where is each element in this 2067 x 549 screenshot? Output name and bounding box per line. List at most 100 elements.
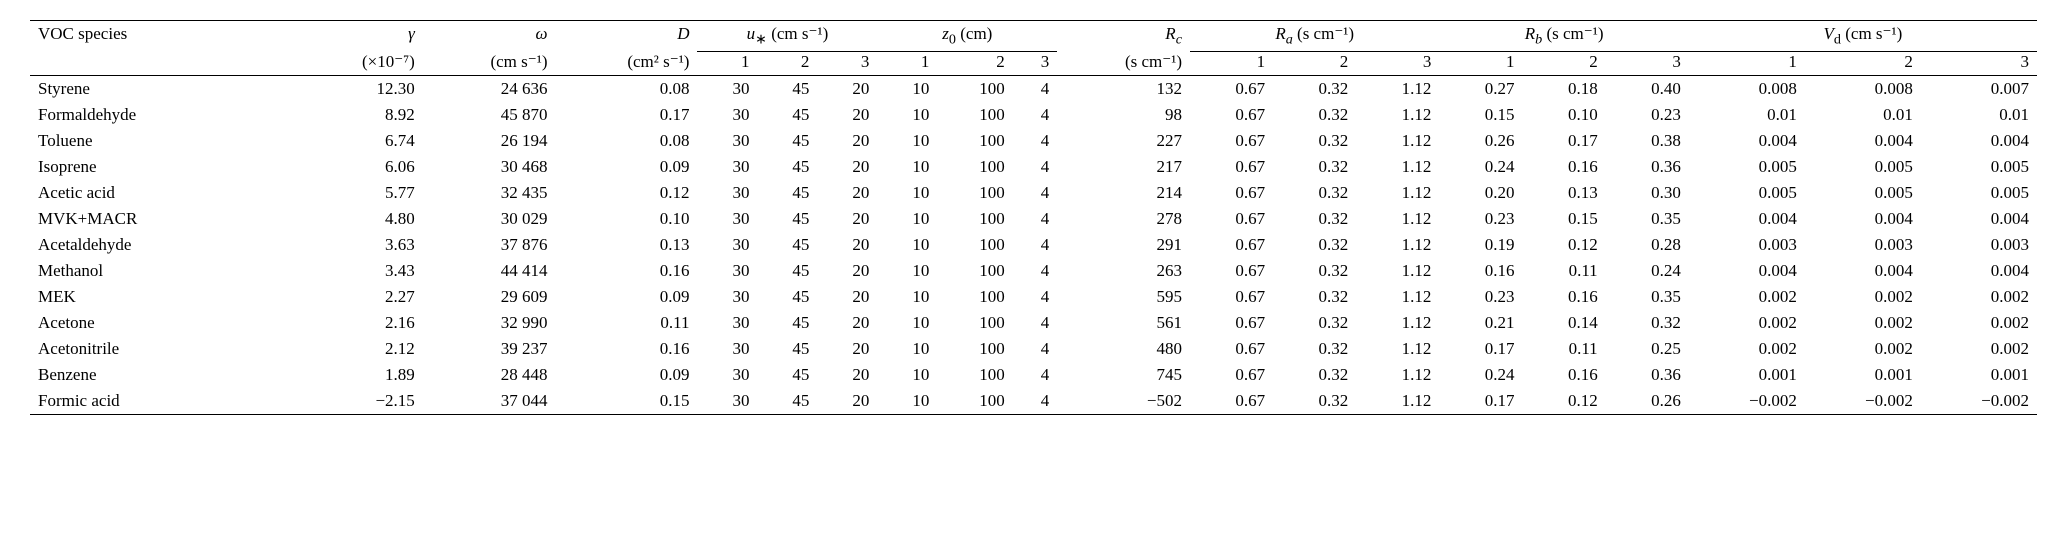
table-row: Acetaldehyde3.6337 8760.1330452010100429… xyxy=(30,232,2037,258)
cell-u3: 20 xyxy=(817,258,877,284)
cell-Ra3: 1.12 xyxy=(1356,232,1439,258)
unit-d: (cm² s⁻¹) xyxy=(556,52,698,76)
table-row: Formaldehyde8.9245 8700.1730452010100498… xyxy=(30,102,2037,128)
cell-Rb1: 0.23 xyxy=(1439,206,1522,232)
cell-Vd1: 0.005 xyxy=(1689,180,1805,206)
col-vd: Vd (cm s⁻¹) xyxy=(1689,21,2037,52)
cell-Vd3: 0.007 xyxy=(1921,76,2037,103)
cell-Ra3: 1.12 xyxy=(1356,128,1439,154)
sub-rb2: 2 xyxy=(1523,52,1606,76)
cell-gamma: 8.92 xyxy=(298,102,423,128)
cell-omega: 30 468 xyxy=(423,154,556,180)
sub-ra3: 3 xyxy=(1356,52,1439,76)
cell-u2: 45 xyxy=(757,232,817,258)
cell-Ra2: 0.32 xyxy=(1273,258,1356,284)
cell-Rb1: 0.15 xyxy=(1439,102,1522,128)
cell-u3: 20 xyxy=(817,154,877,180)
cell-Rc: 291 xyxy=(1057,232,1190,258)
cell-Rb1: 0.16 xyxy=(1439,258,1522,284)
cell-gamma: 4.80 xyxy=(298,206,423,232)
cell-z1: 10 xyxy=(877,102,937,128)
cell-omega: 44 414 xyxy=(423,258,556,284)
cell-D: 0.09 xyxy=(556,154,698,180)
cell-Ra1: 0.67 xyxy=(1190,102,1273,128)
cell-D: 0.16 xyxy=(556,336,698,362)
sub-vd1: 1 xyxy=(1689,52,1805,76)
cell-gamma: 12.30 xyxy=(298,76,423,103)
cell-u3: 20 xyxy=(817,102,877,128)
cell-u3: 20 xyxy=(817,232,877,258)
cell-Rb3: 0.25 xyxy=(1606,336,1689,362)
unit-omega: (cm s⁻¹) xyxy=(423,52,556,76)
cell-z3: 4 xyxy=(1013,388,1058,415)
table-row: MEK2.2729 6090.093045201010045950.670.32… xyxy=(30,284,2037,310)
cell-Rc: −502 xyxy=(1057,388,1190,415)
cell-Rb2: 0.10 xyxy=(1523,102,1606,128)
cell-Ra2: 0.32 xyxy=(1273,206,1356,232)
sub-rb1: 1 xyxy=(1439,52,1522,76)
cell-u3: 20 xyxy=(817,362,877,388)
cell-z3: 4 xyxy=(1013,284,1058,310)
cell-z1: 10 xyxy=(877,284,937,310)
cell-z1: 10 xyxy=(877,206,937,232)
cell-Ra2: 0.32 xyxy=(1273,336,1356,362)
cell-Vd3: 0.003 xyxy=(1921,232,2037,258)
cell-gamma: 6.06 xyxy=(298,154,423,180)
cell-z1: 10 xyxy=(877,388,937,415)
col-voc-species: VOC species xyxy=(30,21,298,76)
cell-u1: 30 xyxy=(697,388,757,415)
cell-Rb2: 0.13 xyxy=(1523,180,1606,206)
cell-u1: 30 xyxy=(697,206,757,232)
cell-Vd2: 0.003 xyxy=(1805,232,1921,258)
cell-Vd3: 0.002 xyxy=(1921,284,2037,310)
cell-u2: 45 xyxy=(757,258,817,284)
col-rc: Rc xyxy=(1057,21,1190,52)
cell-Ra3: 1.12 xyxy=(1356,362,1439,388)
cell-Vd2: 0.008 xyxy=(1805,76,1921,103)
table-row: MVK+MACR4.8030 0290.103045201010042780.6… xyxy=(30,206,2037,232)
cell-Ra1: 0.67 xyxy=(1190,76,1273,103)
cell-species: Acetone xyxy=(30,310,298,336)
cell-Rb1: 0.23 xyxy=(1439,284,1522,310)
cell-u3: 20 xyxy=(817,336,877,362)
cell-u2: 45 xyxy=(757,154,817,180)
cell-Ra2: 0.32 xyxy=(1273,102,1356,128)
cell-omega: 37 876 xyxy=(423,232,556,258)
cell-z2: 100 xyxy=(937,102,1012,128)
cell-Vd2: 0.004 xyxy=(1805,128,1921,154)
cell-u2: 45 xyxy=(757,336,817,362)
cell-Ra3: 1.12 xyxy=(1356,284,1439,310)
cell-z2: 100 xyxy=(937,232,1012,258)
cell-Rb1: 0.17 xyxy=(1439,388,1522,415)
cell-Ra1: 0.67 xyxy=(1190,362,1273,388)
cell-z1: 10 xyxy=(877,128,937,154)
cell-u2: 45 xyxy=(757,76,817,103)
cell-D: 0.15 xyxy=(556,388,698,415)
cell-Ra3: 1.12 xyxy=(1356,310,1439,336)
cell-z1: 10 xyxy=(877,362,937,388)
cell-gamma: 1.89 xyxy=(298,362,423,388)
cell-z2: 100 xyxy=(937,154,1012,180)
cell-u1: 30 xyxy=(697,258,757,284)
cell-Vd3: 0.002 xyxy=(1921,310,2037,336)
sub-z1: 1 xyxy=(877,52,937,76)
cell-Ra3: 1.12 xyxy=(1356,76,1439,103)
cell-u2: 45 xyxy=(757,206,817,232)
cell-Vd2: 0.005 xyxy=(1805,154,1921,180)
cell-z2: 100 xyxy=(937,180,1012,206)
sub-z3: 3 xyxy=(1013,52,1058,76)
cell-Vd1: 0.01 xyxy=(1689,102,1805,128)
cell-z1: 10 xyxy=(877,310,937,336)
cell-Ra3: 1.12 xyxy=(1356,336,1439,362)
cell-Rb2: 0.15 xyxy=(1523,206,1606,232)
cell-Vd3: 0.005 xyxy=(1921,180,2037,206)
cell-Vd2: 0.002 xyxy=(1805,284,1921,310)
table-row: Benzene1.8928 4480.093045201010047450.67… xyxy=(30,362,2037,388)
sub-ra1: 1 xyxy=(1190,52,1273,76)
table-row: Toluene6.7426 1940.083045201010042270.67… xyxy=(30,128,2037,154)
cell-Ra2: 0.32 xyxy=(1273,388,1356,415)
cell-Rb1: 0.24 xyxy=(1439,362,1522,388)
cell-omega: 32 435 xyxy=(423,180,556,206)
cell-Rb1: 0.26 xyxy=(1439,128,1522,154)
cell-species: Formaldehyde xyxy=(30,102,298,128)
